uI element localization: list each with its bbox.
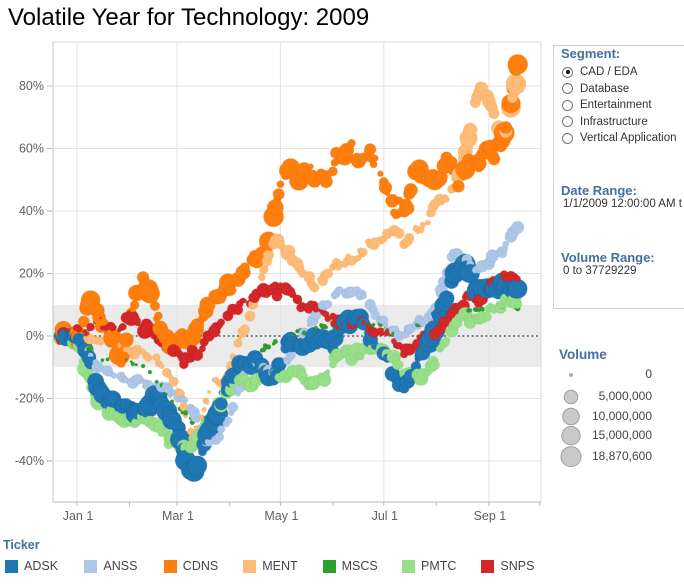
svg-text:Sep 1: Sep 1	[474, 509, 507, 523]
svg-text:40%: 40%	[19, 204, 44, 218]
svg-text:Jul 1: Jul 1	[372, 509, 398, 523]
svg-text:-20%: -20%	[15, 392, 44, 406]
svg-text:0%: 0%	[26, 329, 44, 343]
svg-text:20%: 20%	[19, 267, 44, 281]
svg-text:May 1: May 1	[264, 509, 298, 523]
svg-text:80%: 80%	[19, 79, 44, 93]
svg-text:-40%: -40%	[15, 454, 44, 468]
svg-text:60%: 60%	[19, 142, 44, 156]
svg-text:Mar 1: Mar 1	[162, 509, 194, 523]
svg-text:Jan 1: Jan 1	[63, 509, 94, 523]
